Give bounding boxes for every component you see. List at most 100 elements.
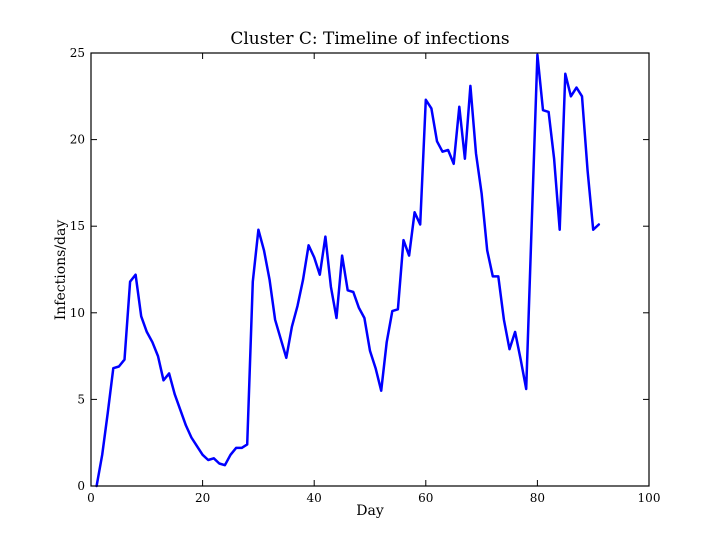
data-point bbox=[207, 459, 209, 461]
data-point bbox=[369, 350, 371, 352]
data-point bbox=[480, 192, 483, 195]
data-point bbox=[447, 149, 449, 151]
series-line bbox=[95, 53, 601, 488]
data-point bbox=[413, 211, 416, 214]
data-point bbox=[112, 367, 115, 370]
data-point bbox=[285, 357, 288, 359]
data-point bbox=[123, 358, 126, 361]
x-tick-label: 100 bbox=[638, 491, 661, 505]
data-point bbox=[542, 109, 544, 111]
series-points bbox=[95, 53, 600, 487]
data-point bbox=[469, 85, 472, 87]
y-axis-label: Infections/day bbox=[53, 220, 69, 321]
data-point bbox=[268, 279, 271, 281]
data-point bbox=[419, 223, 422, 226]
data-point bbox=[330, 286, 332, 288]
data-point bbox=[352, 291, 355, 293]
chart-title: Cluster C: Timeline of infections bbox=[230, 29, 509, 49]
data-point bbox=[531, 220, 533, 222]
data-point bbox=[274, 318, 276, 321]
data-point bbox=[235, 447, 237, 449]
data-point bbox=[486, 249, 489, 252]
data-point bbox=[497, 275, 500, 278]
data-point bbox=[140, 315, 142, 318]
data-point bbox=[218, 462, 221, 465]
data-point bbox=[408, 254, 410, 257]
data-point bbox=[151, 341, 154, 344]
data-point bbox=[101, 454, 103, 456]
data-point bbox=[324, 235, 327, 238]
data-point bbox=[296, 305, 299, 307]
data-point bbox=[162, 379, 165, 382]
data-point bbox=[458, 105, 461, 108]
data-point bbox=[586, 170, 589, 172]
data-point bbox=[118, 365, 120, 368]
data-point bbox=[391, 310, 394, 312]
data-point bbox=[553, 157, 555, 160]
data-point bbox=[263, 249, 265, 252]
data-point bbox=[514, 331, 516, 333]
data-point bbox=[240, 447, 243, 449]
data-point bbox=[185, 424, 187, 427]
data-point bbox=[402, 239, 405, 241]
plot-frame bbox=[90, 52, 650, 487]
data-point bbox=[385, 341, 388, 344]
data-point bbox=[173, 393, 176, 396]
data-point bbox=[441, 150, 444, 153]
data-point bbox=[279, 338, 282, 340]
data-point bbox=[508, 348, 511, 351]
data-point bbox=[564, 73, 567, 75]
data-point bbox=[168, 372, 170, 375]
data-point bbox=[196, 445, 198, 448]
data-point bbox=[436, 140, 438, 143]
y-tick-label: 15 bbox=[70, 219, 85, 233]
data-point bbox=[425, 99, 427, 101]
data-point bbox=[492, 275, 494, 278]
data-point bbox=[313, 256, 316, 259]
x-axis-label: Day bbox=[356, 503, 384, 519]
data-point bbox=[201, 454, 204, 456]
data-point bbox=[547, 111, 550, 113]
data-point bbox=[570, 95, 572, 98]
data-point bbox=[129, 280, 131, 283]
x-tick-label: 0 bbox=[87, 491, 95, 505]
y-tick-label: 10 bbox=[70, 306, 85, 320]
data-point bbox=[452, 163, 455, 165]
data-point bbox=[519, 358, 522, 361]
data-point bbox=[190, 436, 193, 439]
axis-ticks bbox=[90, 52, 650, 487]
data-point bbox=[257, 228, 260, 231]
data-point bbox=[430, 107, 433, 110]
y-tick-label: 20 bbox=[70, 133, 85, 147]
data-point bbox=[291, 325, 293, 328]
y-tick-label: 5 bbox=[77, 392, 85, 406]
data-point bbox=[598, 223, 600, 226]
data-point bbox=[503, 318, 505, 321]
plot-area: 0 20 40 60 80 100 0 5 10 15 20 25 bbox=[70, 46, 661, 505]
axis-tick-labels: 0 20 40 60 80 100 0 5 10 15 20 25 bbox=[70, 46, 661, 505]
data-point bbox=[575, 86, 578, 89]
y-tick-label: 25 bbox=[70, 46, 85, 60]
data-point bbox=[246, 443, 248, 446]
data-point bbox=[558, 228, 561, 231]
data-point bbox=[341, 254, 343, 257]
data-point bbox=[374, 367, 377, 370]
y-tick-label: 0 bbox=[77, 479, 85, 493]
data-point bbox=[179, 409, 182, 411]
data-point bbox=[346, 289, 349, 292]
data-point bbox=[106, 412, 109, 415]
data-point bbox=[307, 244, 310, 247]
data-point bbox=[335, 317, 338, 319]
data-point bbox=[302, 279, 304, 281]
x-tick-label: 80 bbox=[530, 491, 545, 505]
data-point bbox=[146, 331, 148, 333]
data-point bbox=[157, 355, 159, 357]
data-point bbox=[229, 454, 232, 456]
data-point bbox=[252, 280, 254, 283]
data-point bbox=[380, 389, 383, 392]
data-point bbox=[592, 228, 594, 231]
data-point bbox=[536, 53, 539, 56]
data-point bbox=[363, 317, 366, 319]
x-tick-label: 20 bbox=[195, 491, 210, 505]
